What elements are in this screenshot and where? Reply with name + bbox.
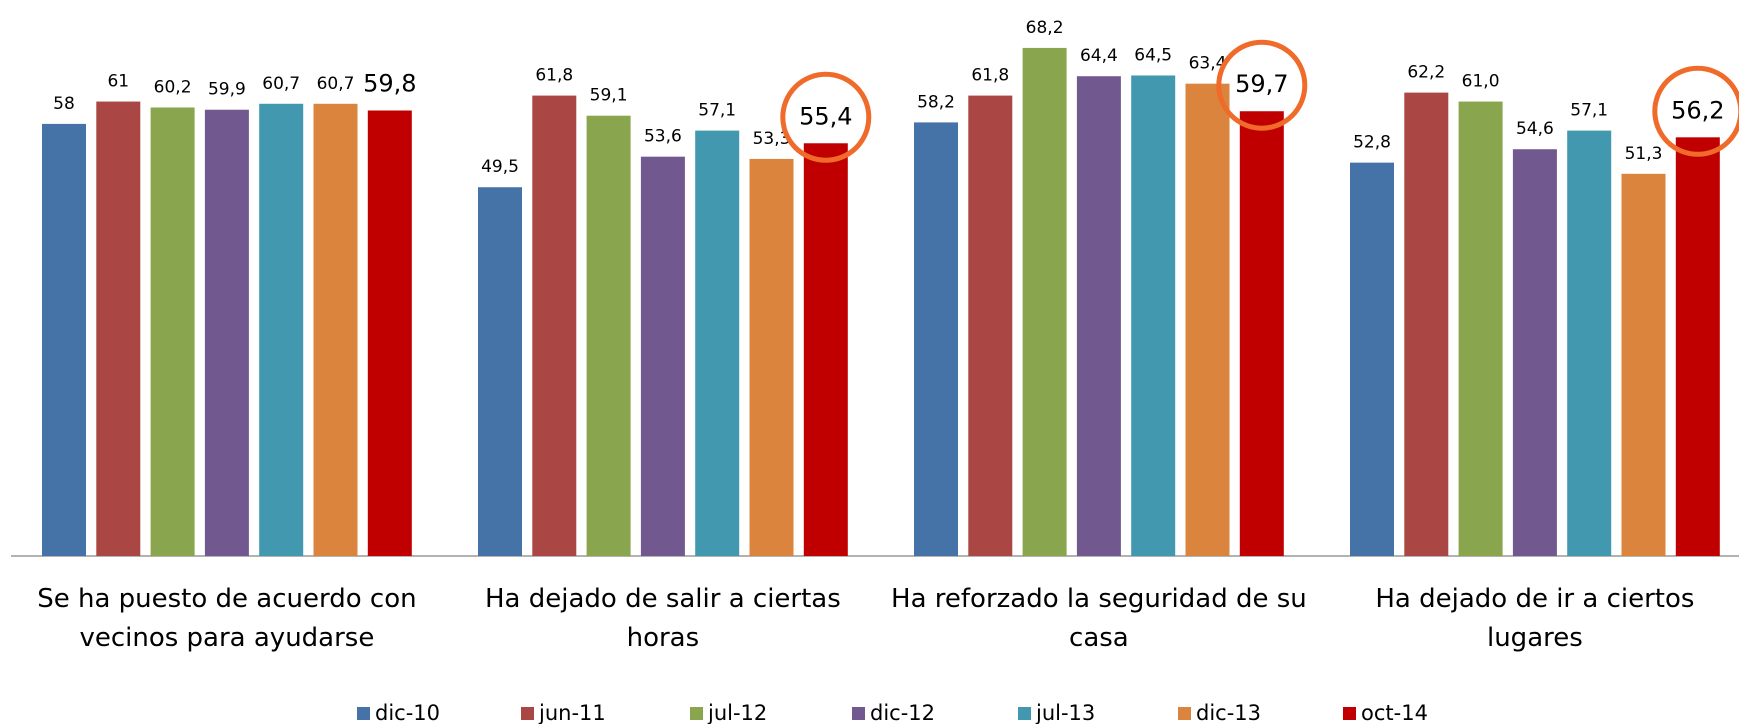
- x-tick-label: Ha reforzado la seguridad de su casa: [891, 584, 1307, 653]
- bar: [204, 109, 249, 557]
- data-label: 63,4: [1189, 54, 1227, 74]
- bar: [803, 143, 848, 556]
- bar: [968, 95, 1013, 556]
- legend-label: oct-14: [1361, 701, 1428, 724]
- bar: [1131, 75, 1176, 556]
- data-label: 64,4: [1080, 46, 1118, 66]
- bar: [1458, 101, 1503, 557]
- data-label: 59,7: [1235, 70, 1288, 98]
- highlight-circle: [780, 71, 872, 163]
- bar: [1076, 76, 1121, 556]
- bar: [96, 101, 141, 557]
- bar: [532, 95, 577, 556]
- bar: [150, 107, 195, 556]
- legend-label: dic-12: [870, 701, 935, 724]
- x-tick-label: Ha dejado de ir a ciertos lugares: [1375, 584, 1694, 653]
- data-label: 61,8: [535, 66, 573, 86]
- bar: [42, 123, 86, 557]
- legend-swatch: [1178, 707, 1191, 720]
- bar: [259, 103, 304, 556]
- data-label: 68,2: [1026, 18, 1064, 38]
- highlight-circle: [1216, 39, 1308, 131]
- data-label: 57,1: [1570, 101, 1608, 121]
- data-label: 49,5: [481, 157, 519, 177]
- data-label: 54,6: [1516, 119, 1554, 139]
- bar: [1185, 83, 1230, 557]
- bar: [586, 115, 631, 556]
- data-label: 61,8: [971, 66, 1009, 86]
- legend-swatch: [357, 707, 370, 720]
- data-label: 53,3: [753, 129, 791, 149]
- bar: [1022, 47, 1067, 556]
- data-label: 55,4: [799, 102, 852, 130]
- data-label: 58: [53, 94, 75, 114]
- legend-label: jul-12: [707, 701, 767, 724]
- data-label: 59,9: [208, 80, 246, 100]
- bar: [367, 110, 412, 557]
- legend-label: jul-13: [1035, 701, 1095, 724]
- bar: [1567, 130, 1612, 557]
- bar: [914, 122, 958, 556]
- bar: [478, 187, 522, 556]
- bar: [1239, 111, 1284, 557]
- highlight-circle: [1652, 65, 1739, 157]
- bar: [749, 158, 794, 557]
- bar: [1512, 149, 1557, 557]
- data-label: 60,7: [262, 74, 300, 94]
- data-label: 51,3: [1625, 144, 1663, 164]
- bar: [1350, 162, 1394, 556]
- data-label: 59,1: [590, 86, 628, 106]
- data-label: 62,2: [1407, 63, 1445, 83]
- data-label: 58,2: [917, 92, 955, 112]
- legend-label: jun-11: [538, 701, 606, 724]
- legend-swatch: [521, 707, 534, 720]
- bar: [1621, 173, 1666, 556]
- data-label: 60,7: [317, 74, 355, 94]
- x-tick-label: Ha dejado de salir a ciertas horas: [485, 584, 841, 653]
- legend-label: dic-10: [375, 701, 440, 724]
- data-label: 64,5: [1134, 45, 1172, 65]
- bar: [695, 130, 740, 557]
- legend-swatch: [1018, 707, 1031, 720]
- data-label: 57,1: [698, 101, 736, 121]
- data-label: 56,2: [1671, 96, 1724, 124]
- bar: [1404, 92, 1449, 557]
- data-label: 60,2: [154, 78, 192, 98]
- data-label: 52,8: [1353, 133, 1391, 153]
- legend-swatch: [852, 707, 865, 720]
- data-label: 61,0: [1462, 72, 1500, 92]
- data-label: 59,8: [363, 69, 416, 97]
- bar: [640, 156, 685, 556]
- x-tick-label: Se ha puesto de acuerdo con vecinos para …: [37, 584, 416, 653]
- bar: [1675, 137, 1720, 556]
- legend-swatch: [1343, 707, 1356, 720]
- legend-label: dic-13: [1196, 701, 1261, 724]
- data-label: 61: [107, 72, 129, 92]
- legend-swatch: [690, 707, 703, 720]
- data-label: 53,6: [644, 127, 682, 147]
- bar: [313, 103, 358, 556]
